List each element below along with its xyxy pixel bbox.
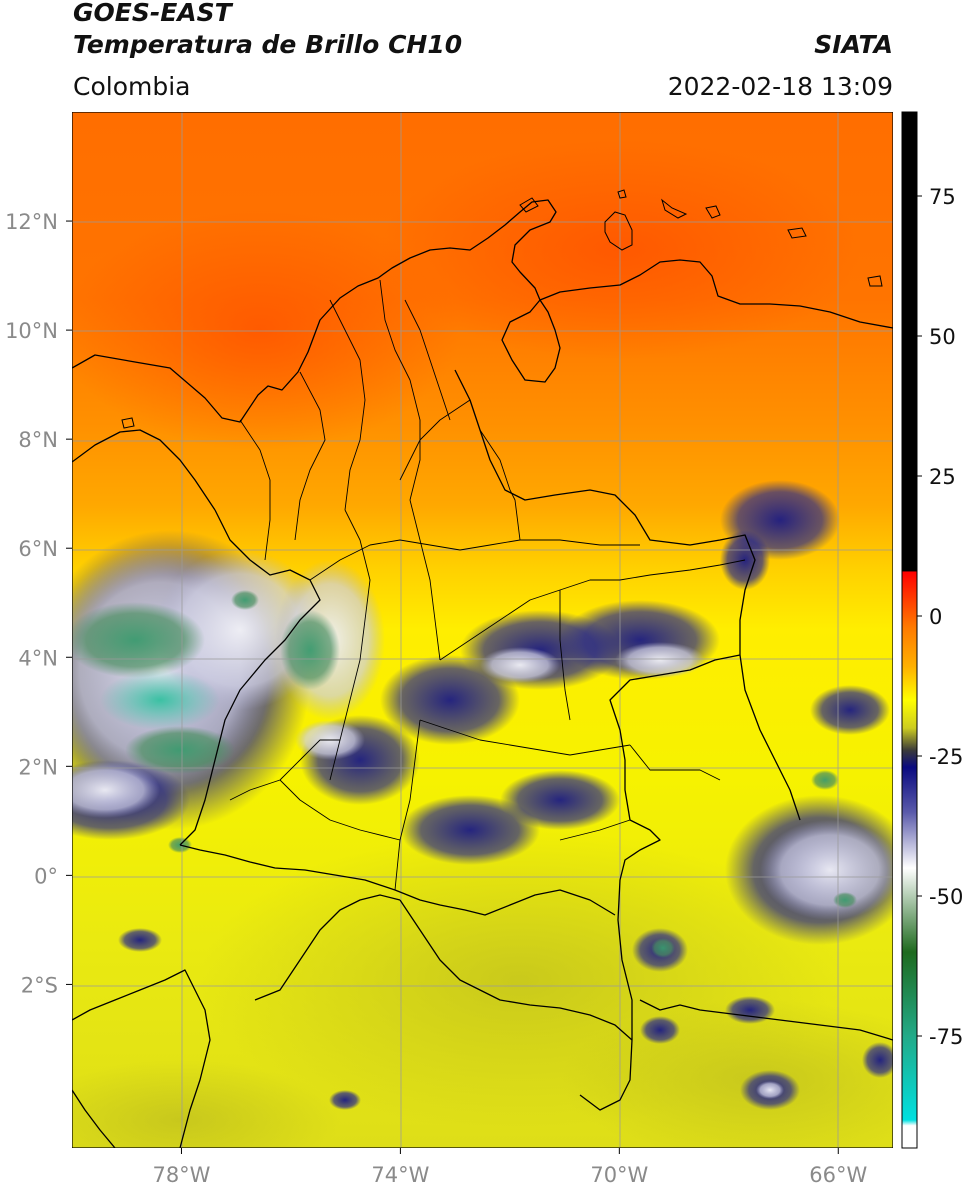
y-tick-label: 6°N xyxy=(18,537,58,561)
colorbar-tick-label: 50 xyxy=(929,325,956,349)
peru-brazil-border xyxy=(639,999,893,1041)
colorbar-tick-label: -25 xyxy=(929,745,963,769)
colorbar-tick-label: -50 xyxy=(929,885,963,909)
y-tick-label: 0° xyxy=(34,864,58,888)
east-cloud-mass xyxy=(118,770,893,1110)
west-cloud-mass xyxy=(72,530,385,840)
region-label: Colombia xyxy=(73,72,191,101)
x-tick-label: 74°W xyxy=(371,1163,429,1187)
country-borders xyxy=(72,199,893,1148)
brightness-temperature-layer xyxy=(72,112,893,1148)
colorbar-tick-label: 0 xyxy=(929,605,942,629)
caribbean-coast xyxy=(72,199,561,423)
y-tick-label: 2°S xyxy=(21,973,58,997)
panama-border xyxy=(72,429,216,511)
latitude-tick-labels: 12°N 10°N 8°N 6°N 4°N 2°N 0° 2°S xyxy=(5,210,72,997)
datetime-label: 2022-02-18 13:09 xyxy=(667,72,893,101)
islands xyxy=(121,189,883,429)
colorbar-tick-labels: 75 50 25 0 -25 -50 -75 xyxy=(917,185,963,1049)
agency-label: SIATA xyxy=(814,30,893,59)
graticule xyxy=(72,112,893,1148)
x-tick-label: 78°W xyxy=(152,1163,210,1187)
y-tick-label: 12°N xyxy=(5,210,58,234)
department-borders xyxy=(229,279,746,891)
colombia-venezuela-east xyxy=(454,369,801,821)
ecuador-peru-border xyxy=(72,969,211,1148)
product-title: Temperatura de Brillo CH10 xyxy=(73,30,463,59)
y-tick-label: 4°N xyxy=(18,646,58,670)
x-tick-label: 66°W xyxy=(809,1163,867,1187)
colombia-west xyxy=(179,509,321,846)
longitude-tick-labels: 78°W 74°W 70°W 66°W xyxy=(152,1148,867,1187)
x-tick-label: 70°W xyxy=(590,1163,648,1187)
colorbar-gradient xyxy=(901,111,918,1149)
colombia-brazil-border xyxy=(579,654,741,1111)
colorbar: 75 50 25 0 -25 -50 -75 xyxy=(901,111,963,1149)
y-tick-label: 2°N xyxy=(18,755,58,779)
peru-south-border xyxy=(254,894,401,1001)
y-tick-label: 8°N xyxy=(18,428,58,452)
peru-colombia-border xyxy=(399,899,633,1041)
venezuela-coast xyxy=(539,259,893,329)
central-cloud-band xyxy=(295,480,890,865)
satellite-name: GOES-EAST xyxy=(73,0,232,27)
colombia-ecuador-border xyxy=(179,844,616,916)
colorbar-tick-label: 75 xyxy=(929,185,956,209)
colorbar-tick-label: -75 xyxy=(929,1025,963,1049)
west-coast-south xyxy=(72,1089,116,1148)
colorbar-tick-label: 25 xyxy=(929,465,956,489)
y-tick-label: 10°N xyxy=(5,319,58,343)
